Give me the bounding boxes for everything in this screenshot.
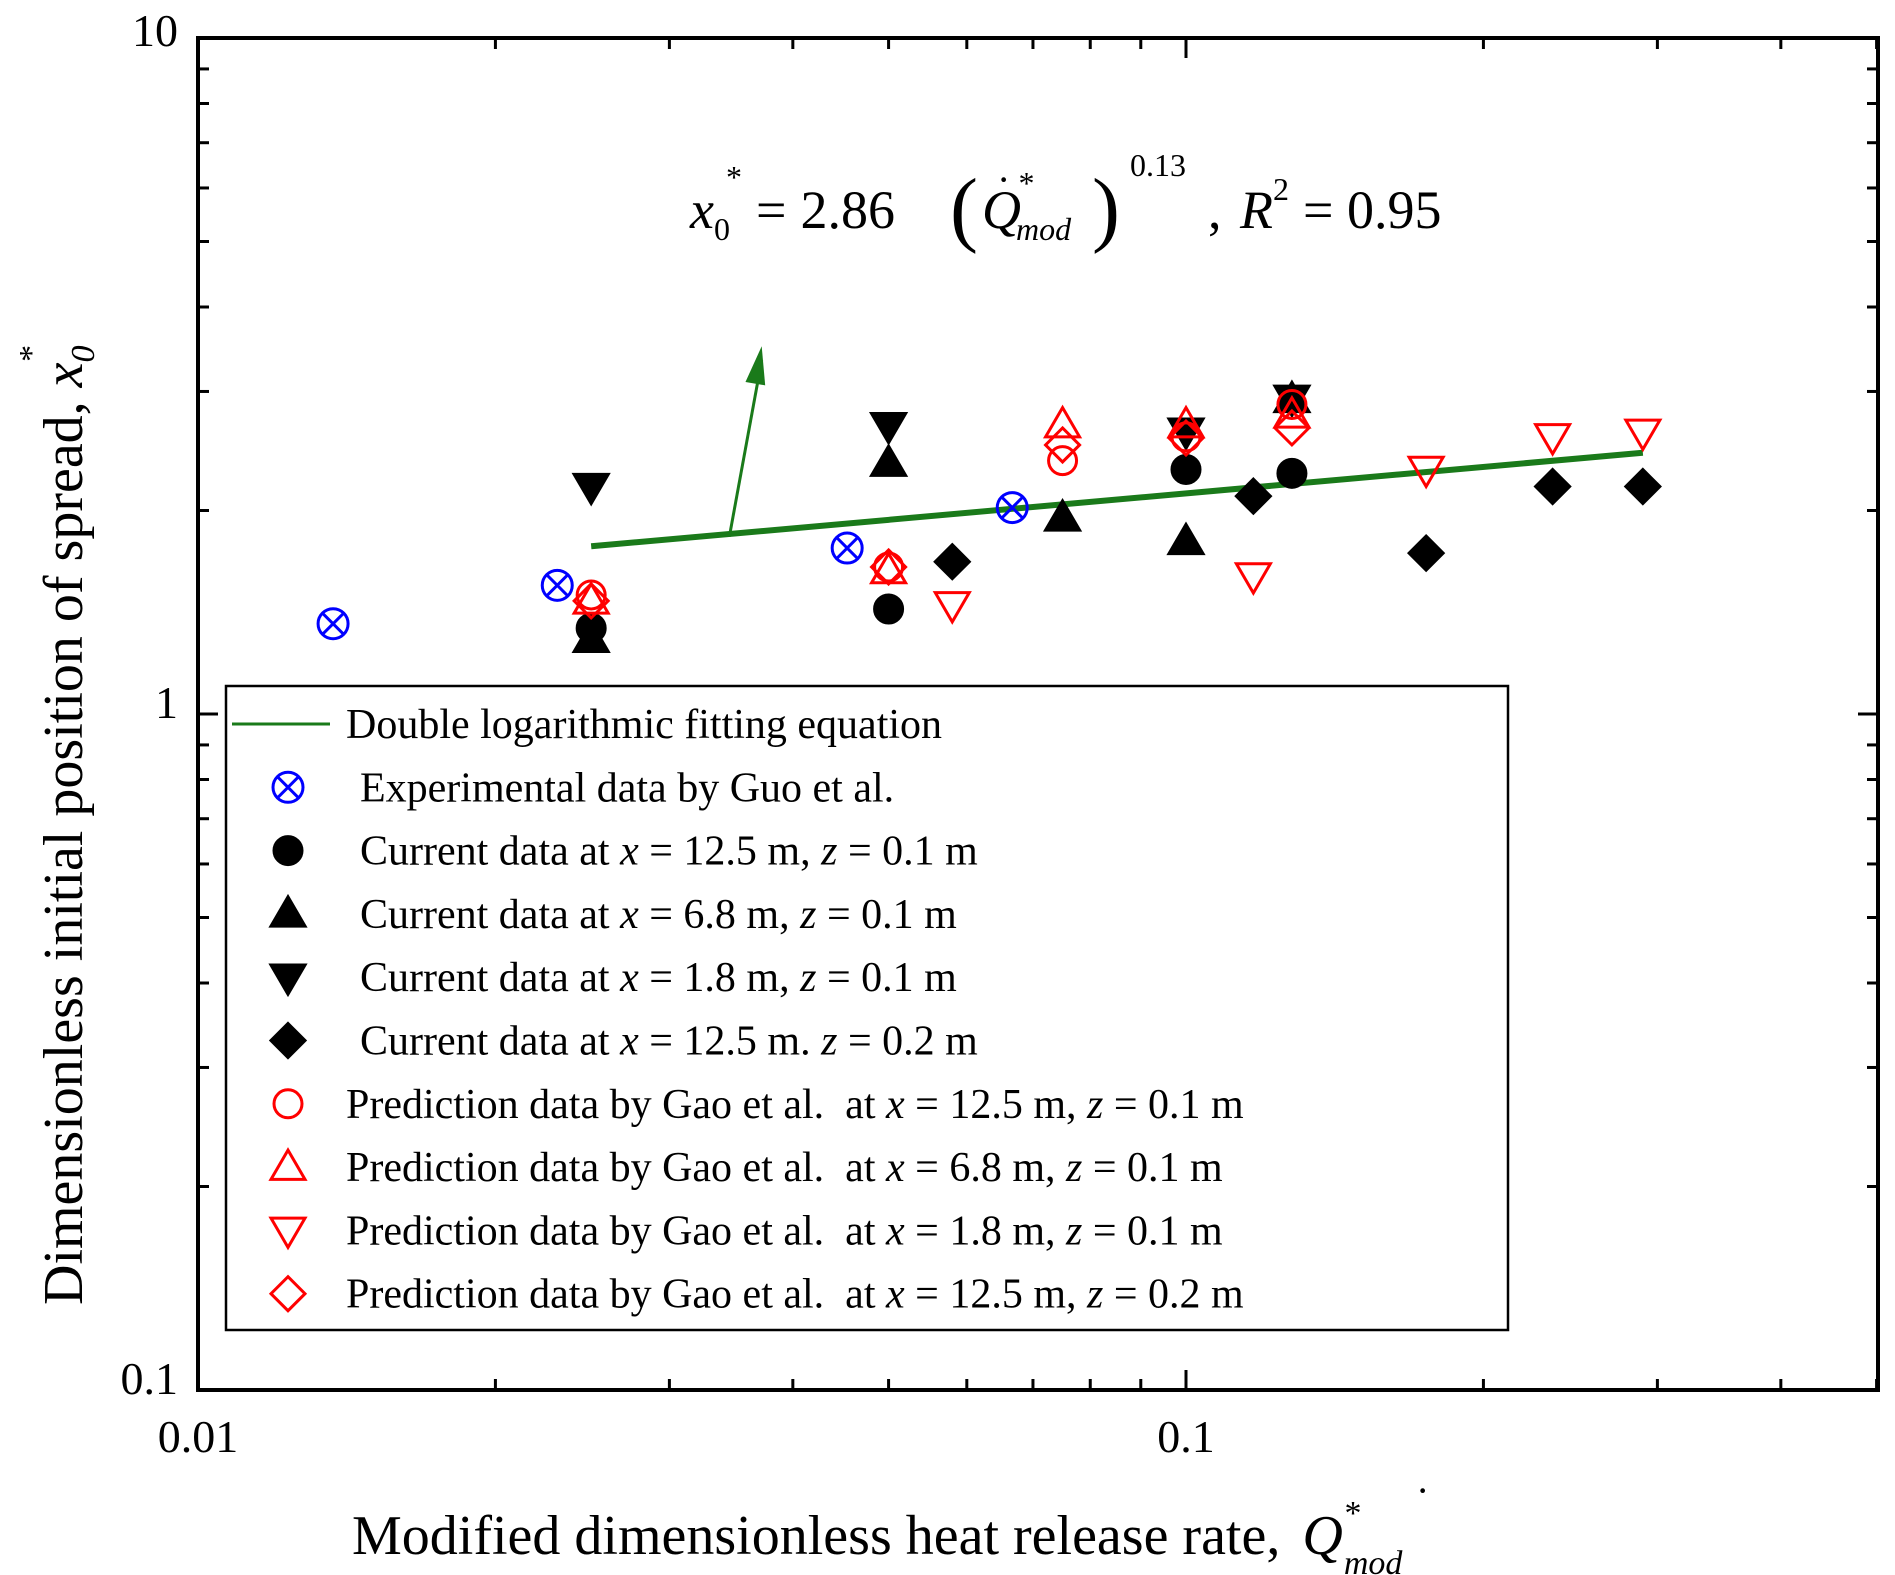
data-point (1234, 477, 1273, 516)
legend-marker (271, 770, 305, 804)
series-0 (316, 491, 1029, 641)
svg-text:*: * (1017, 165, 1033, 201)
series-6 (571, 394, 1312, 615)
fit-equation-annotation: x0*= 2.86 ( Q · * mod ) 0.13 , R2 = 0.95 (689, 147, 1441, 255)
data-point (932, 591, 972, 625)
equation-right-paren: ) (1092, 162, 1120, 255)
data-point (1623, 467, 1662, 506)
data-point (1276, 388, 1308, 420)
y-tick-label: 1 (155, 677, 178, 728)
series-7 (932, 418, 1663, 625)
arrow-shaft (727, 359, 764, 537)
data-point (571, 619, 611, 653)
data-point (1272, 394, 1312, 429)
equation-q-dot: · (997, 157, 1010, 202)
equation-left-paren: ( (950, 162, 978, 255)
fit-line-layer (590, 449, 1644, 550)
data-point (995, 491, 1029, 525)
legend-label: Current data at x = 1.8 m, z = 0.1 m (360, 955, 957, 1001)
legend-marker (268, 1216, 308, 1251)
annotation-arrow (727, 346, 766, 537)
data-points (316, 379, 1663, 653)
legend-label: Prediction data by Gao et al. at x = 12.… (346, 1272, 1244, 1318)
legend-label: Current data at x = 12.5 m. z = 0.2 m (360, 1019, 978, 1065)
data-point (1042, 497, 1083, 532)
legend-marker (268, 963, 308, 998)
x-tick-label: 0.01 (158, 1411, 239, 1462)
plot-frame (196, 36, 1880, 1392)
data-point (873, 551, 905, 583)
legend-marker (268, 1147, 308, 1181)
data-point (1233, 562, 1273, 596)
y-tick-label: 0.1 (121, 1353, 179, 1404)
data-point (1406, 455, 1446, 490)
x-tick-label: 0.1 (1157, 1411, 1215, 1462)
legend-label: Prediction data by Gao et al. at x = 12.… (346, 1082, 1244, 1128)
data-point (572, 581, 611, 621)
series-4 (933, 467, 1662, 581)
legend-label: Experimental data by Guo et al. (360, 765, 894, 811)
data-point (1272, 408, 1312, 448)
series-1 (575, 453, 1308, 644)
data-point (1166, 521, 1206, 556)
data-point (1043, 425, 1082, 465)
equation-comma: , (1208, 180, 1222, 240)
svg-text:mod: mod (1016, 211, 1072, 247)
legend: Double logarithmic fitting equation Exper… (224, 684, 1510, 1332)
data-point (1166, 404, 1206, 439)
fit-line (590, 449, 1644, 550)
data-point (869, 547, 908, 587)
legend-marker (272, 835, 304, 867)
data-point (1533, 423, 1573, 457)
data-point (316, 607, 350, 641)
data-point (933, 542, 972, 581)
data-point (1047, 445, 1079, 477)
arrow-head (745, 346, 766, 386)
legend-marker (272, 1088, 304, 1120)
data-point (1623, 418, 1663, 453)
data-point (1276, 457, 1308, 489)
svg-text:R2= 0.95: R2 = 0.95 (1239, 171, 1441, 240)
series-8 (572, 408, 1312, 621)
legend-label: Double logarithmic fitting equation (346, 702, 942, 748)
data-point (830, 531, 864, 565)
legend-marker (268, 1021, 308, 1060)
data-point (868, 411, 909, 446)
svg-text:x0*=2.86: x0*= 2.86 (689, 159, 895, 247)
data-point (1166, 418, 1206, 458)
svg-text:0.13: 0.13 (1130, 147, 1186, 183)
legend-marker (268, 1274, 308, 1313)
legend-label: Current data at x = 6.8 m, z = 0.1 m (360, 892, 957, 938)
legend-label: Prediction data by Gao et al. at x = 6.8… (346, 1145, 1223, 1191)
data-point (1170, 453, 1202, 485)
svg-text:Dimensionless initial position: Dimensionless initial position of spread… (13, 345, 102, 1305)
legend-box (224, 684, 1510, 1332)
x-axis-label: Modified dimensionless heat release rate… (352, 1495, 1403, 1575)
data-point (571, 580, 611, 615)
legend-label: Current data at x = 12.5 m, z = 0.1 m (360, 829, 978, 875)
svg-text:Q: Q (982, 180, 1021, 240)
data-point (873, 593, 905, 625)
data-point (1407, 533, 1446, 573)
y-axis-label: Dimensionless initial position of spread… (13, 345, 102, 1305)
data-point (868, 443, 909, 477)
y-tick-label: 10 (132, 5, 178, 56)
legend-marker (268, 893, 308, 928)
data-point (571, 472, 611, 507)
tick-labels: 0.01 0.1 0.1 1 10 (121, 5, 1215, 1462)
data-point (1042, 404, 1083, 439)
legend-label: Prediction data by Gao et al. at x = 1.8… (346, 1208, 1223, 1254)
x-axis-label-dot: · (1416, 1468, 1429, 1513)
data-point (540, 568, 574, 602)
data-point (1533, 467, 1572, 506)
